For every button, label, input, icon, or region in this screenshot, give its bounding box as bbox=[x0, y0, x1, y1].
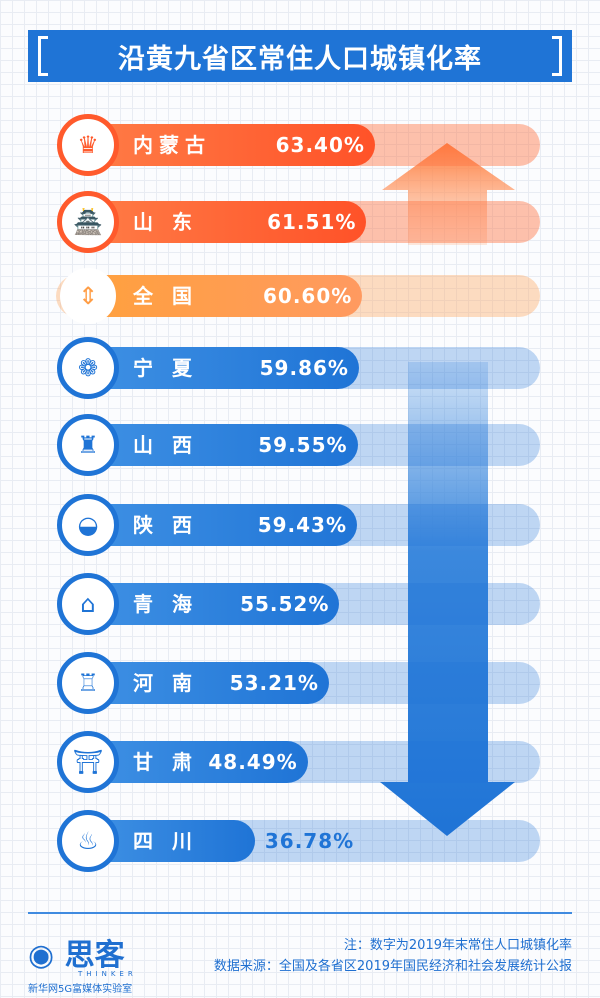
goji-berry-icon: ❁ bbox=[57, 337, 119, 399]
bar-fill bbox=[100, 347, 359, 389]
bar-label: 四 川 bbox=[133, 829, 198, 853]
bar-fill bbox=[100, 820, 255, 862]
logo-text: 思客 bbox=[64, 938, 125, 973]
logo-en: THINKER bbox=[78, 970, 137, 978]
gansu-gate-icon: ⛩ bbox=[57, 731, 119, 793]
value-label: 59.55% bbox=[258, 433, 348, 457]
shandong-landmark-icon: 🏯 bbox=[57, 191, 119, 253]
bar-fill bbox=[100, 275, 363, 317]
bar-fill bbox=[100, 662, 329, 704]
bar-label: 甘 肃 bbox=[133, 750, 198, 774]
bar-label: 河 南 bbox=[133, 671, 198, 695]
shaanxi-food-icon: ◒ bbox=[57, 494, 119, 556]
trend-arrows bbox=[380, 143, 515, 836]
value-label: 36.78% bbox=[264, 829, 355, 853]
bar-fill bbox=[100, 201, 367, 243]
bar-label: 内蒙古 bbox=[133, 133, 211, 157]
henan-landmark-icon: ♖ bbox=[57, 652, 119, 714]
value-label: 63.40% bbox=[275, 133, 365, 157]
bar-label: 全 国 bbox=[133, 284, 198, 308]
bar-label: 陕 西 bbox=[133, 513, 198, 537]
bar-label: 山 西 bbox=[133, 433, 198, 457]
footer-divider bbox=[28, 912, 572, 914]
bar-label: 青 海 bbox=[133, 592, 198, 616]
title-text: 沿黄九省区常住人口城镇化率 bbox=[118, 43, 482, 75]
bar-label: 山 东 bbox=[133, 210, 198, 234]
logo: ◉ 思客 THINKER 新华网5G富媒体实验室 bbox=[28, 930, 137, 995]
bar-fill bbox=[100, 124, 375, 166]
value-label: 48.49% bbox=[208, 750, 298, 774]
bar-label: 宁 夏 bbox=[133, 356, 198, 380]
logo-mark: ◉ 思客 bbox=[28, 938, 125, 973]
bar-fill bbox=[100, 504, 358, 546]
value-label: 55.52% bbox=[240, 592, 330, 616]
chart-area: ♛ 内蒙古 63.40% 🏯 山 东 61.51% ⇕ 全 国 60.60% ❁ 宁 夏 59.86%… bbox=[56, 114, 540, 872]
qinghai-building-icon: ⌂ bbox=[57, 573, 119, 635]
bar-fill bbox=[100, 741, 308, 783]
value-label: 59.43% bbox=[257, 513, 348, 537]
mongolian-figure-icon: ♛ bbox=[57, 114, 119, 176]
logo-subtitle: 新华网5G富媒体实验室 bbox=[28, 984, 133, 995]
bracket-left bbox=[38, 36, 48, 76]
down-arrow bbox=[380, 362, 515, 836]
updown-chevron-icon: ⇕ bbox=[60, 268, 116, 324]
value-label: 59.86% bbox=[259, 356, 349, 380]
hotpot-icon: ♨ bbox=[57, 810, 119, 872]
value-label: 61.51% bbox=[267, 210, 357, 234]
bar-fill bbox=[100, 583, 340, 625]
footnote: 注：数字为2019年末常住人口城镇化率 bbox=[343, 938, 572, 953]
up-arrow bbox=[382, 143, 515, 245]
data-source: 数据来源：全国及各省区2019年国民经济和社会发展统计公报 bbox=[213, 959, 572, 974]
value-label: 60.60% bbox=[262, 284, 353, 308]
bar-fill bbox=[100, 424, 358, 466]
bracket-right bbox=[552, 36, 562, 76]
chart-title: 沿黄九省区常住人口城镇化率 bbox=[28, 30, 572, 82]
pagoda-icon: ♜ bbox=[57, 414, 119, 476]
value-label: 53.21% bbox=[229, 671, 319, 695]
